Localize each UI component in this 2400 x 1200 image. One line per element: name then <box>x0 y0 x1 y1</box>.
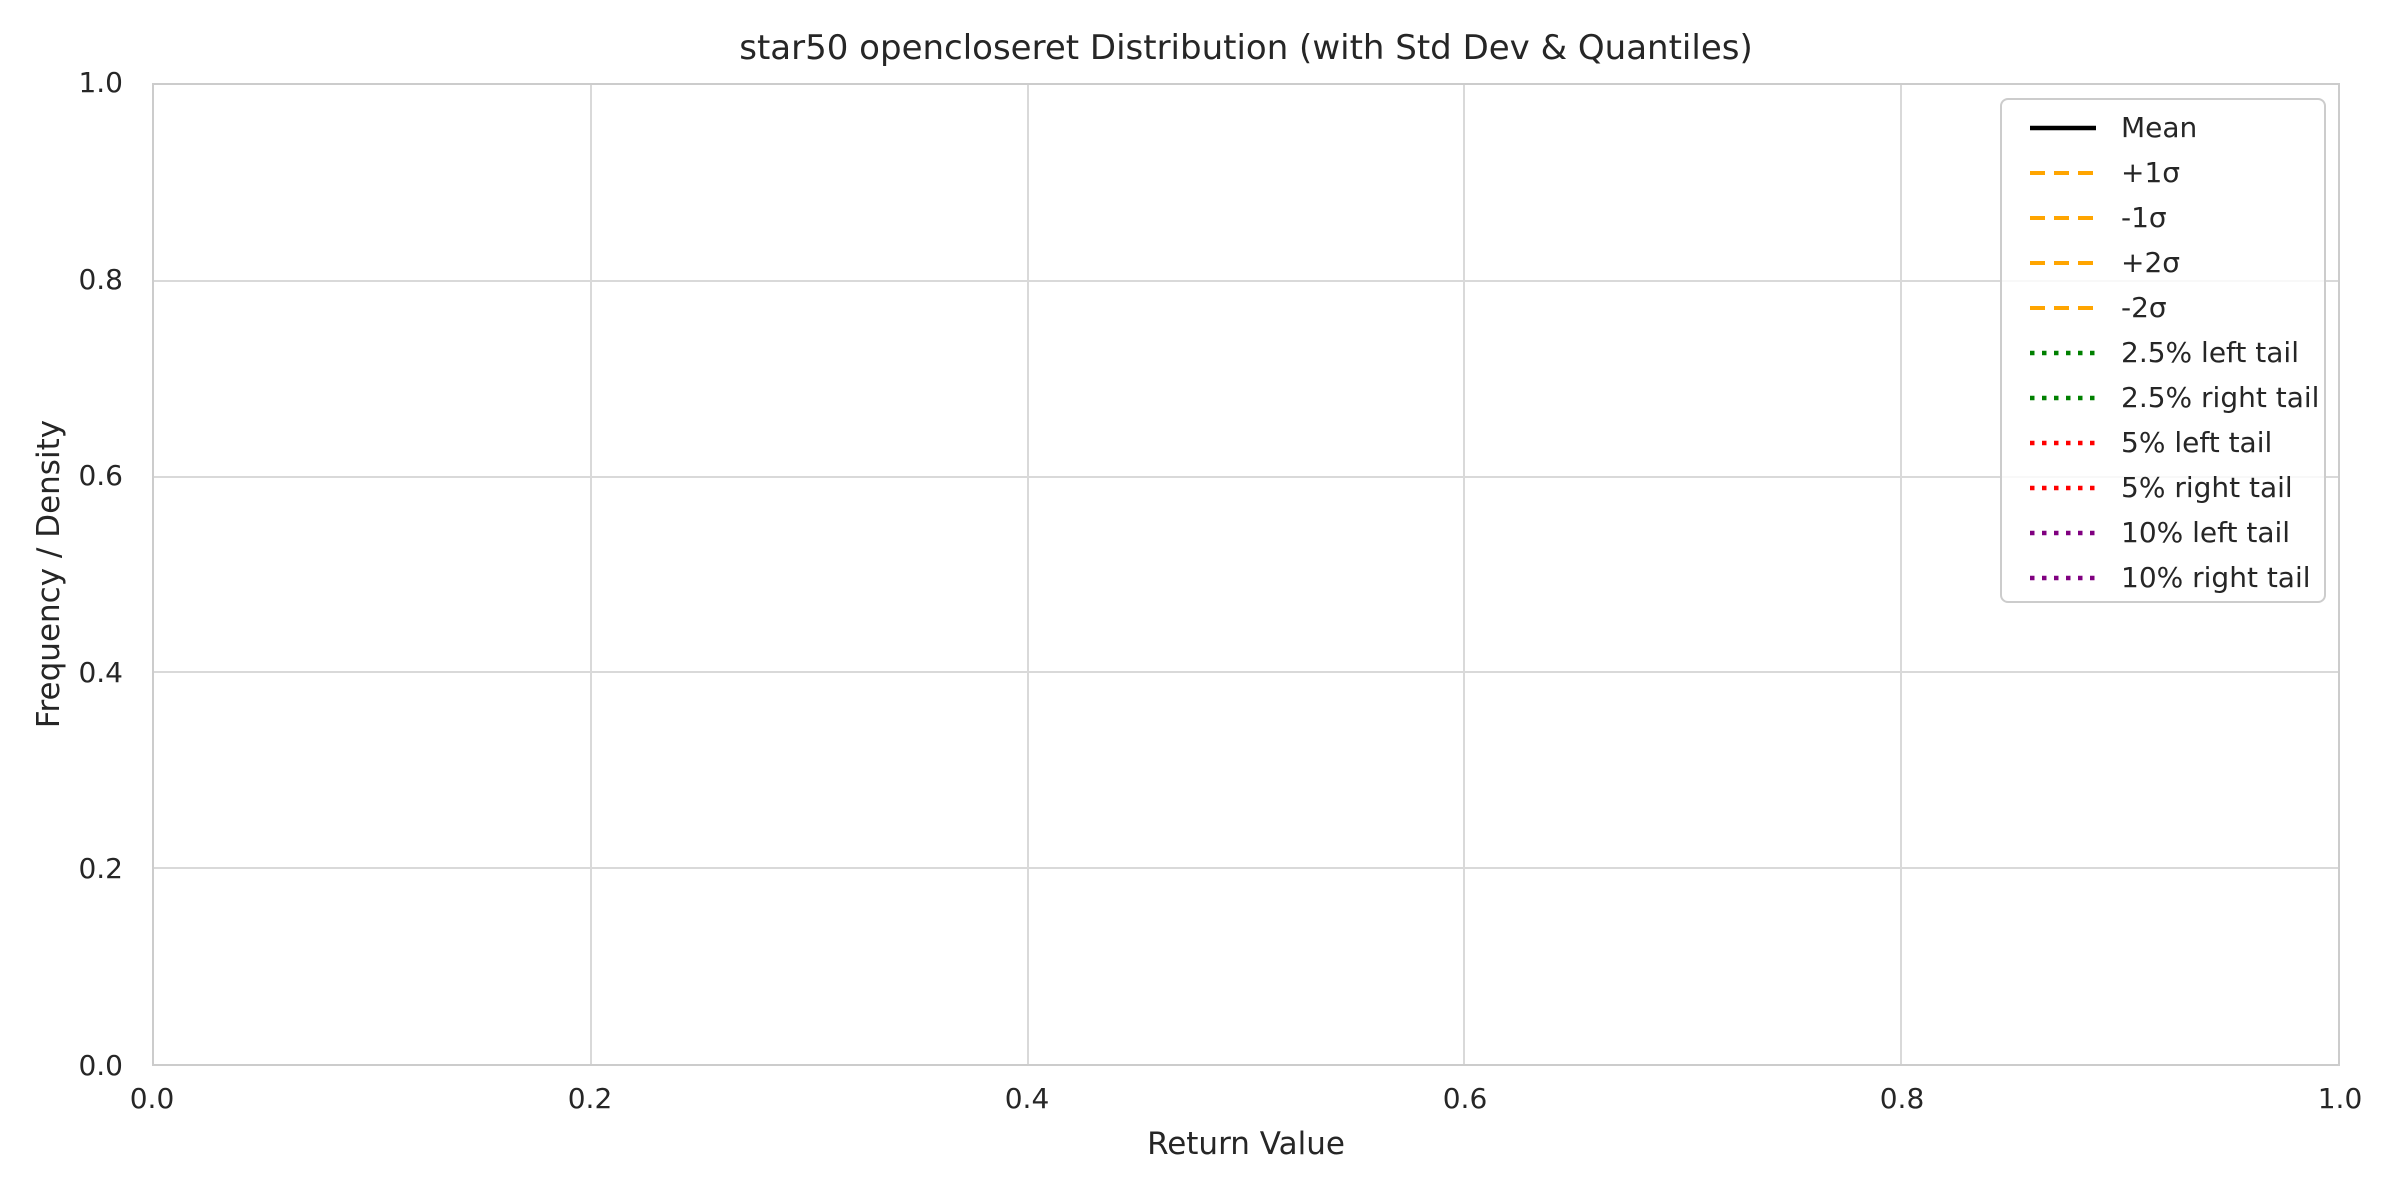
gridline-horizontal-0.6 <box>154 475 2338 478</box>
x-tick-label: 0.2 <box>567 1082 613 1115</box>
legend-label: 2.5% left tail <box>2121 336 2299 369</box>
legend-row-2.5pct-left-tail: 2.5% left tail <box>2030 330 2324 375</box>
legend-swatch-dotted-line-icon <box>2030 575 2096 580</box>
legend-row-10pct-left-tail: 10% left tail <box>2030 510 2324 555</box>
y-tick-label: 0.0 <box>78 1049 123 1082</box>
legend-swatch-dashed-line-icon <box>2030 305 2096 310</box>
x-tick-label: 0.6 <box>1442 1082 1488 1115</box>
legend-label: Mean <box>2121 111 2198 144</box>
legend-label: -1σ <box>2121 201 2167 234</box>
gridline-vertical-0.6 <box>1463 85 1466 1064</box>
legend-swatch-mean-line-icon <box>2030 125 2096 130</box>
legend-row-5pct-right-tail: 5% right tail <box>2030 465 2324 510</box>
legend-row-plus2sigma: +2σ <box>2030 240 2324 285</box>
x-axis-label: Return Value <box>1147 1126 1345 1162</box>
legend-label: 5% left tail <box>2121 426 2273 459</box>
legend-row-plus1sigma: +1σ <box>2030 150 2324 195</box>
legend-swatch-dashed-line-icon <box>2030 170 2096 175</box>
legend-label: 5% right tail <box>2121 471 2293 504</box>
y-tick-label: 0.4 <box>78 656 123 689</box>
legend-label: 10% right tail <box>2121 561 2311 594</box>
legend-row-2.5pct-right-tail: 2.5% right tail <box>2030 375 2324 420</box>
legend-label: 2.5% right tail <box>2121 381 2320 414</box>
y-axis-label: Frequency / Density <box>31 419 67 729</box>
gridline-horizontal-0.2 <box>154 867 2338 870</box>
legend-label: +1σ <box>2121 156 2181 189</box>
y-tick-label: 0.2 <box>78 852 123 885</box>
y-tick-label: 0.6 <box>78 459 123 492</box>
y-tick-label: 0.8 <box>78 263 123 296</box>
legend-row-minus2sigma: -2σ <box>2030 285 2324 330</box>
legend: Mean +1σ -1σ +2σ -2σ 2.5% left tail 2.5%… <box>2000 98 2326 603</box>
plot-area <box>152 83 2340 1066</box>
gridline-horizontal-0.8 <box>154 279 2338 282</box>
legend-label: 10% left tail <box>2121 516 2291 549</box>
legend-swatch-dashed-line-icon <box>2030 260 2096 265</box>
legend-label: +2σ <box>2121 246 2181 279</box>
gridline-vertical-0.2 <box>589 85 592 1064</box>
x-tick-label: 0.4 <box>1004 1082 1050 1115</box>
x-tick-label: 0.8 <box>1879 1082 1925 1115</box>
legend-row-10pct-right-tail: 10% right tail <box>2030 555 2324 600</box>
legend-row-mean: Mean <box>2030 105 2324 150</box>
legend-swatch-dotted-line-icon <box>2030 440 2096 445</box>
gridline-vertical-0.8 <box>1900 85 1903 1064</box>
legend-swatch-dotted-line-icon <box>2030 530 2096 535</box>
legend-swatch-dotted-line-icon <box>2030 395 2096 400</box>
y-tick-label: 1.0 <box>78 66 123 99</box>
legend-swatch-dashed-line-icon <box>2030 215 2096 220</box>
gridline-vertical-0.4 <box>1026 85 1029 1064</box>
x-tick-label: 1.0 <box>2317 1082 2363 1115</box>
legend-swatch-dotted-line-icon <box>2030 350 2096 355</box>
x-tick-label: 0.0 <box>129 1082 175 1115</box>
legend-row-5pct-left-tail: 5% left tail <box>2030 420 2324 465</box>
legend-label: -2σ <box>2121 291 2167 324</box>
chart-title: star50 opencloseret Distribution (with S… <box>739 28 1753 68</box>
legend-row-minus1sigma: -1σ <box>2030 195 2324 240</box>
gridline-horizontal-0.4 <box>154 671 2338 674</box>
legend-swatch-dotted-line-icon <box>2030 485 2096 490</box>
